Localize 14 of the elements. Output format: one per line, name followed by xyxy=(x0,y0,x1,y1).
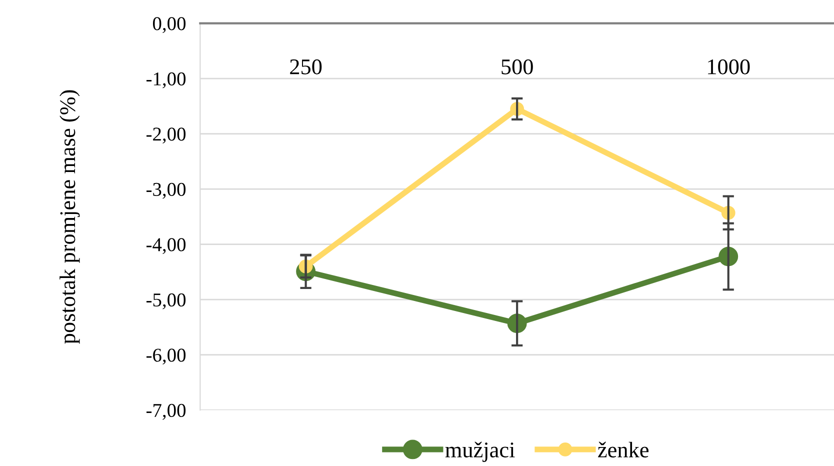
x-tick-label: 500 xyxy=(502,59,533,74)
y-tick-label: 0,00 xyxy=(152,17,186,34)
x-tick-label: 1000 xyxy=(708,59,750,74)
legend-label: ženke xyxy=(598,442,648,458)
legend-label: mužjaci xyxy=(445,442,515,462)
y-tick-label: -3,00 xyxy=(146,182,186,199)
y-tick-label: -4,00 xyxy=(146,238,186,254)
y-tick-label: -1,00 xyxy=(146,72,186,88)
y-tick-label: -2,00 xyxy=(146,128,186,144)
y-tick-label: -5,00 xyxy=(146,293,186,310)
y-axis-title: postotak promjene mase (%) xyxy=(60,90,80,344)
y-tick-label: -7,00 xyxy=(146,404,186,420)
y-tick-label: -6,00 xyxy=(146,348,186,365)
x-tick-label: 250 xyxy=(290,59,322,74)
